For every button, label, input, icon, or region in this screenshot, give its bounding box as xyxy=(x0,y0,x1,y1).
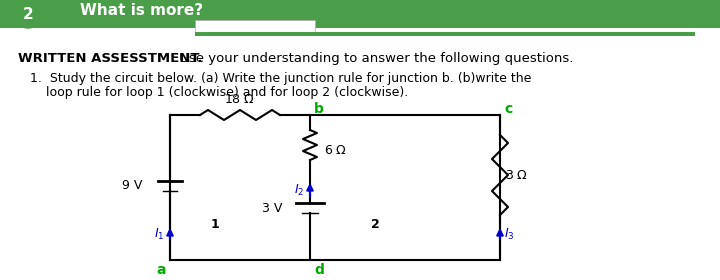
Text: 1: 1 xyxy=(211,218,220,232)
FancyBboxPatch shape xyxy=(195,20,315,32)
Text: 6 $\Omega$: 6 $\Omega$ xyxy=(324,144,347,157)
Circle shape xyxy=(14,0,42,28)
Text: $I_3$: $I_3$ xyxy=(504,227,515,242)
FancyBboxPatch shape xyxy=(195,32,695,36)
Text: a: a xyxy=(156,263,166,277)
Text: $I_1$: $I_1$ xyxy=(153,227,164,242)
Text: 18 $\Omega$: 18 $\Omega$ xyxy=(225,92,256,106)
Text: 2: 2 xyxy=(22,6,33,22)
Text: WRITTEN ASSESSTMENT.: WRITTEN ASSESSTMENT. xyxy=(18,52,202,64)
Text: 3 V: 3 V xyxy=(261,202,282,214)
Text: loop rule for loop 1 (clockwise) and for loop 2 (clockwise).: loop rule for loop 1 (clockwise) and for… xyxy=(46,85,408,99)
Text: Use your understanding to answer the following questions.: Use your understanding to answer the fol… xyxy=(175,52,573,64)
Text: 9 V: 9 V xyxy=(122,179,142,192)
Text: d: d xyxy=(314,263,324,277)
Text: 2: 2 xyxy=(371,218,379,232)
Text: 3 $\Omega$: 3 $\Omega$ xyxy=(505,169,528,181)
Text: b: b xyxy=(314,102,324,116)
Text: c: c xyxy=(504,102,512,116)
Text: $I_2$: $I_2$ xyxy=(294,183,304,198)
Text: What is more?: What is more? xyxy=(80,3,203,18)
Text: 1.  Study the circuit below. (a) Write the junction rule for junction b. (b)writ: 1. Study the circuit below. (a) Write th… xyxy=(30,71,531,85)
FancyBboxPatch shape xyxy=(0,0,720,28)
